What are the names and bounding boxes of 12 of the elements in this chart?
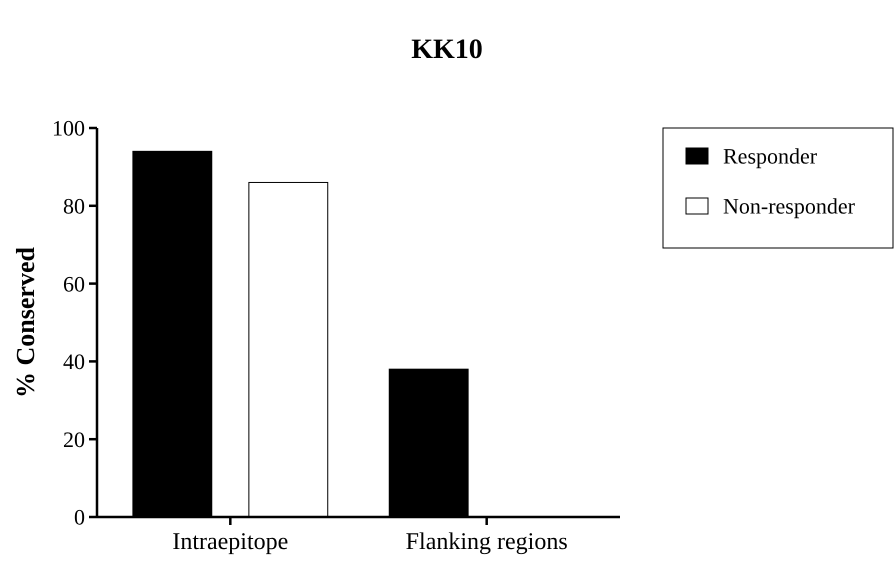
x-tick-label: Intraepitope bbox=[172, 529, 288, 555]
y-tick-label: 80 bbox=[63, 194, 85, 218]
legend-label: Responder bbox=[723, 144, 818, 169]
chart-title: KK10 bbox=[411, 34, 483, 65]
y-tick-label: 40 bbox=[63, 349, 85, 374]
x-tick-label: Flanking regions bbox=[406, 529, 568, 555]
y-tick-label: 100 bbox=[52, 116, 85, 141]
y-tick-label: 60 bbox=[63, 271, 85, 296]
y-axis-title: % Conserved bbox=[11, 246, 40, 398]
y-tick-label: 0 bbox=[74, 504, 85, 530]
y-tick-label: 20 bbox=[63, 426, 85, 452]
legend-label: Non-responder bbox=[723, 194, 856, 219]
